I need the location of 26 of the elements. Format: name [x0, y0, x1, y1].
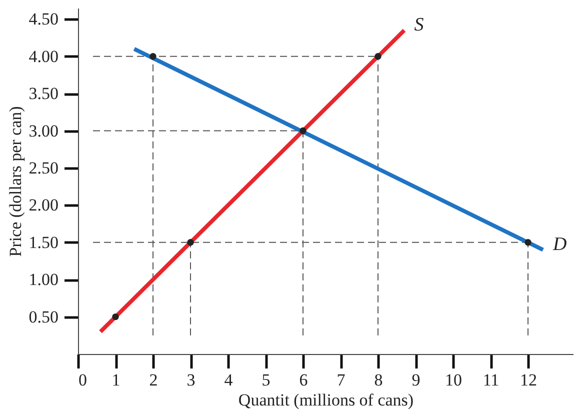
- x-axis-title: Quantit (millions of cans): [238, 390, 414, 410]
- series-label: D: [552, 234, 567, 255]
- series-label: S: [414, 14, 424, 36]
- x-tick-label: 2: [149, 370, 158, 390]
- x-tick-label: 0: [78, 370, 87, 390]
- y-tick-label: 3.00: [28, 121, 58, 140]
- x-tick-label: 3: [186, 370, 196, 390]
- y-tick-label: 1.00: [28, 270, 58, 290]
- y-tick-label: 2.00: [28, 196, 58, 215]
- x-tick-label: 4: [224, 370, 234, 390]
- x-tick-label: 5: [262, 370, 270, 390]
- x-tick-label: 9: [412, 370, 420, 390]
- y-axis-title: Price (dollars per can): [6, 106, 25, 257]
- y-tick-label: 3.50: [28, 84, 58, 104]
- y-tick-label: 1.50: [28, 232, 58, 252]
- x-tick-label: 1: [112, 370, 120, 390]
- x-tick-label: 12: [520, 370, 537, 390]
- x-tick-label: 10: [445, 370, 462, 390]
- y-tick-label: 4.50: [28, 10, 58, 29]
- y-tick-label: 0.50: [28, 307, 58, 326]
- x-tick-label: 11: [482, 370, 500, 390]
- y-tick-label: 4.00: [28, 46, 58, 66]
- x-tick-label: 6: [299, 370, 308, 390]
- y-tick-label: 2.50: [28, 158, 58, 178]
- x-tick-label: 7: [336, 370, 346, 390]
- x-tick-label: 8: [374, 370, 383, 390]
